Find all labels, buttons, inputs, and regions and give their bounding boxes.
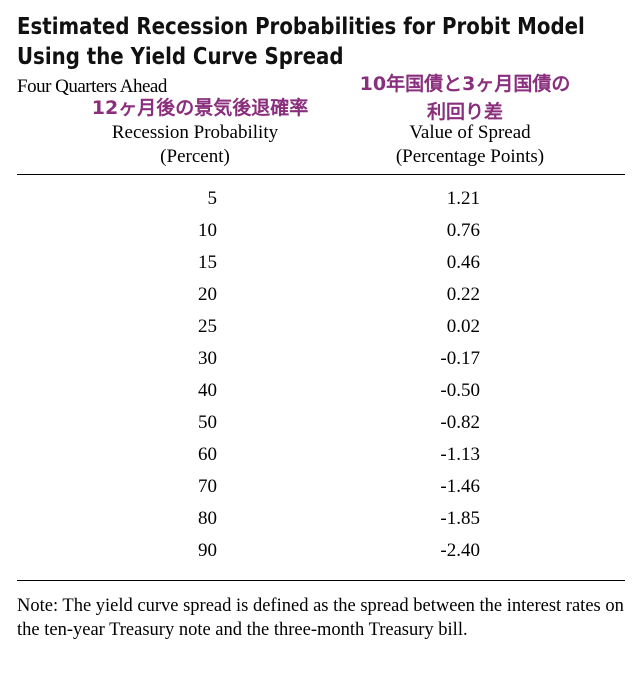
table-row: 5 1.21: [17, 186, 625, 218]
probability-cell: 40: [198, 380, 217, 401]
probability-column-header: Recession Probability (Percent): [60, 121, 330, 169]
spread-header-line-1: Value of Spread: [409, 122, 531, 143]
probability-cell: 25: [198, 316, 217, 337]
probability-cell: 20: [198, 284, 217, 305]
spread-annotation: 10年国債と3ヶ月国債の 利回り差: [330, 70, 600, 126]
spread-cell: -1.85: [440, 508, 480, 529]
title-line-1: Estimated Recession Probabilities for Pr…: [17, 14, 585, 40]
probability-annotation: 12ヶ月後の景気後退確率: [91, 97, 309, 119]
spread-cell: -0.17: [440, 348, 480, 369]
spread-column-header: Value of Spread (Percentage Points): [335, 121, 605, 169]
table-row: 90 -2.40: [17, 538, 625, 570]
probability-cell: 15: [198, 252, 217, 273]
table-note: Note: The yield curve spread is defined …: [17, 596, 624, 640]
spread-cell: 0.22: [446, 284, 480, 305]
spread-cell: 0.02: [446, 316, 480, 337]
spread-cell: -1.46: [440, 476, 480, 497]
probability-header-line-2: (Percent): [160, 146, 230, 167]
probability-cell: 90: [198, 540, 217, 561]
table-row: 50 -0.82: [17, 410, 625, 442]
spread-cell: -0.50: [440, 380, 480, 401]
probability-header-line-1: Recession Probability: [111, 122, 279, 143]
horizon-subheading: Four Quarters Ahead: [17, 76, 167, 97]
table-row: 30 -0.17: [17, 346, 625, 378]
table-title: Estimated Recession Probabilities for Pr…: [17, 12, 585, 72]
table-row: 15 0.46: [17, 250, 625, 282]
probability-cell: 30: [198, 348, 217, 369]
probability-cell: 5: [207, 188, 218, 209]
probability-cell: 10: [198, 220, 217, 241]
table-row: 40 -0.50: [17, 378, 625, 410]
probability-cell: 50: [198, 412, 217, 433]
spread-cell: 1.21: [446, 188, 480, 209]
spread-cell: 0.76: [446, 220, 480, 241]
table-row: 80 -1.85: [17, 506, 625, 538]
data-table-body: 5 1.21 10 0.76 15 0.46 20 0.22 25 0.02 30 -0.17 40 -0…: [17, 186, 625, 570]
table-row: 70 -1.46: [17, 474, 625, 506]
header-divider: [17, 174, 625, 175]
spread-annotation-line-2: 利回り差: [426, 101, 503, 123]
spread-cell: -2.40: [440, 540, 480, 561]
probability-cell: 80: [198, 508, 217, 529]
probability-cell: 70: [198, 476, 217, 497]
spread-annotation-line-1: 10年国債と3ヶ月国債の: [359, 73, 571, 95]
spread-cell: -1.13: [440, 444, 480, 465]
spread-header-line-2: (Percentage Points): [395, 146, 545, 167]
table-row: 60 -1.13: [17, 442, 625, 474]
table-row: 20 0.22: [17, 282, 625, 314]
table-row: 10 0.76: [17, 218, 625, 250]
spread-cell: -0.82: [440, 412, 480, 433]
spread-cell: 0.46: [446, 252, 480, 273]
table-row: 25 0.02: [17, 314, 625, 346]
probability-cell: 60: [198, 444, 217, 465]
footer-divider: [17, 580, 625, 581]
title-line-2: Using the Yield Curve Spread: [17, 44, 344, 70]
